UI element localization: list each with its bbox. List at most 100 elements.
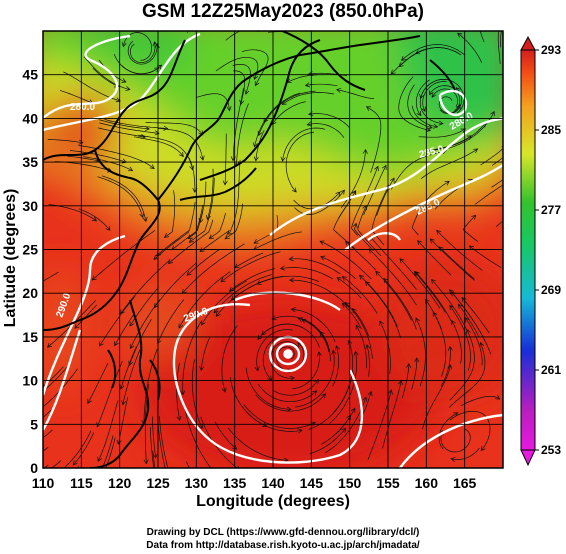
streamline bbox=[98, 119, 150, 130]
streamline bbox=[178, 271, 231, 329]
streamline bbox=[430, 238, 475, 281]
streamline-arrowhead bbox=[480, 446, 486, 452]
streamline-arrowhead bbox=[4, 451, 9, 455]
streamline bbox=[357, 205, 382, 257]
streamline bbox=[43, 429, 53, 439]
streamline bbox=[289, 279, 350, 308]
streamline-arrowhead bbox=[187, 234, 193, 240]
streamline bbox=[449, 305, 471, 371]
streamline bbox=[201, 280, 247, 326]
figure-title: GSM 12Z25May2023 (850.0hPa) bbox=[142, 1, 424, 22]
streamline bbox=[351, 166, 379, 236]
streamline bbox=[215, 56, 259, 80]
streamline-arrowhead bbox=[154, 43, 160, 49]
colorbar-tick-label: 253 bbox=[541, 443, 561, 457]
streamline bbox=[289, 258, 341, 275]
streamline bbox=[181, 243, 245, 294]
streamline bbox=[422, 81, 447, 112]
streamline-arrowhead bbox=[228, 286, 234, 292]
streamline bbox=[332, 345, 340, 387]
streamline-arrowhead bbox=[449, 304, 455, 311]
streamline-arrowhead bbox=[25, 415, 30, 419]
streamline bbox=[379, 321, 391, 374]
streamline bbox=[232, 87, 244, 161]
streamline-arrowhead bbox=[336, 277, 342, 282]
streamline-arrowhead bbox=[201, 320, 206, 326]
streamline bbox=[320, 256, 356, 280]
streamline bbox=[69, 150, 127, 163]
streamline-arrowhead bbox=[460, 0, 465, 4]
streamline bbox=[342, 303, 362, 330]
streamline bbox=[189, 177, 215, 243]
streamline-arrowhead bbox=[383, 278, 389, 284]
streamline bbox=[120, 346, 137, 390]
streamline-arrowhead bbox=[344, 240, 350, 246]
streamline-arrowhead bbox=[139, 212, 145, 218]
streamline bbox=[458, 304, 480, 337]
streamline-arrowhead bbox=[367, 390, 373, 397]
streamline-arrowhead bbox=[490, 111, 495, 117]
streamline bbox=[113, 54, 159, 75]
streamline-arrowhead bbox=[417, 240, 423, 246]
streamline-arrowhead bbox=[473, 148, 479, 154]
streamline-arrowhead bbox=[119, 384, 125, 390]
streamline bbox=[390, 49, 425, 75]
streamline-arrowhead bbox=[352, 308, 357, 314]
streamline-arrowhead bbox=[119, 309, 125, 315]
streamline bbox=[229, 377, 267, 427]
streamline-arrowhead bbox=[163, 125, 169, 131]
streamline-arrowhead bbox=[153, 254, 159, 260]
streamline-arrowhead bbox=[290, 307, 296, 313]
x-tick-label: 150 bbox=[338, 475, 362, 491]
streamline-arrowhead bbox=[97, 456, 103, 462]
streamline bbox=[96, 360, 123, 427]
streamline bbox=[411, 358, 418, 390]
y-tick-label: 15 bbox=[22, 329, 38, 345]
streamline-arrowhead bbox=[188, 237, 194, 243]
streamline bbox=[329, 351, 358, 424]
y-tick-label: 10 bbox=[22, 373, 38, 389]
streamline-arrowhead bbox=[254, 80, 260, 87]
streamline-arrowhead bbox=[335, 191, 341, 197]
x-tick-label: 115 bbox=[70, 475, 93, 491]
streamline bbox=[256, 329, 293, 371]
x-axis-label: Longitude (degrees) bbox=[196, 493, 350, 510]
streamline-arrowhead bbox=[285, 19, 289, 23]
streamline-arrowhead bbox=[319, 240, 325, 246]
streamline-arrowhead bbox=[453, 412, 459, 417]
streamline-arrowhead bbox=[239, 99, 245, 106]
streamline bbox=[460, 395, 500, 407]
streamline-arrowhead bbox=[506, 15, 510, 20]
streamline-arrowhead bbox=[157, 64, 163, 70]
y-tick-label: 0 bbox=[30, 460, 38, 476]
streamline bbox=[43, 271, 59, 282]
streamline-arrowhead bbox=[144, 126, 150, 132]
streamline bbox=[101, 435, 114, 468]
streamline-arrowhead bbox=[390, 177, 395, 183]
streamline-arrowhead bbox=[449, 289, 454, 295]
streamline-arrowhead bbox=[291, 187, 297, 193]
streamline bbox=[186, 249, 220, 276]
streamline bbox=[143, 348, 158, 425]
streamline bbox=[214, 421, 237, 450]
isotherm-contours bbox=[43, 32, 503, 468]
streamline-arrowhead bbox=[271, 315, 277, 321]
streamline bbox=[425, 298, 443, 331]
streamline-arrowhead bbox=[198, 423, 204, 430]
plot-frame bbox=[42, 30, 504, 469]
streamline bbox=[97, 400, 119, 462]
y-tick-label: 25 bbox=[22, 242, 38, 258]
streamline bbox=[72, 432, 95, 466]
streamline-arrowhead bbox=[91, 216, 98, 222]
streamline bbox=[182, 321, 202, 395]
streamline-arrowhead bbox=[351, 190, 357, 196]
streamline bbox=[294, 350, 335, 408]
streamline-arrowhead bbox=[347, 339, 353, 345]
streamline-arrowhead bbox=[334, 345, 340, 351]
streamline-arrowhead bbox=[399, 258, 405, 264]
streamline-arrowhead bbox=[215, 311, 221, 317]
streamline bbox=[429, 122, 486, 152]
streamline-arrowhead bbox=[121, 400, 127, 406]
streamline-arrowhead bbox=[125, 86, 131, 92]
